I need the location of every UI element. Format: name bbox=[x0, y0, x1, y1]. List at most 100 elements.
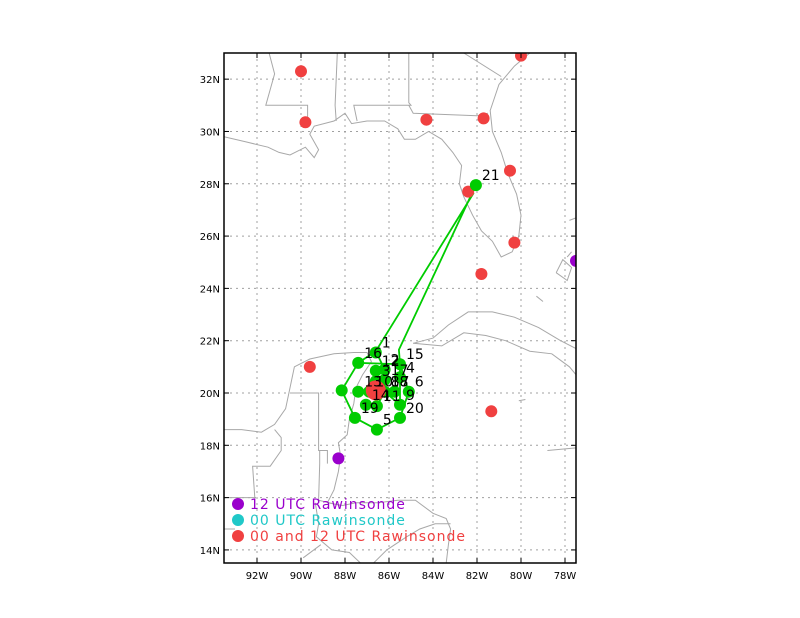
rawinsonde-00-12-marker bbox=[475, 268, 488, 280]
border-line bbox=[302, 544, 322, 559]
dropsonde-label: 18 bbox=[391, 375, 409, 391]
y-tick-label: 14N bbox=[200, 546, 220, 557]
dropsonde-marker bbox=[348, 411, 361, 424]
border-line bbox=[353, 53, 413, 122]
coastline bbox=[555, 258, 573, 282]
dropsonde-marker bbox=[352, 385, 365, 398]
plot-frame bbox=[223, 52, 577, 564]
coastline bbox=[547, 447, 576, 451]
border-line bbox=[224, 429, 282, 499]
y-tick-label: 24N bbox=[200, 284, 220, 295]
dropsonde-label: 9 bbox=[406, 388, 415, 404]
coastline bbox=[536, 295, 544, 302]
rawinsonde-00-12-marker bbox=[508, 236, 521, 249]
y-tick-label: 26N bbox=[200, 232, 220, 243]
legend-marker bbox=[232, 514, 244, 526]
axis-ticks: 92W 90W 88W 86W 84W 82W 80W 78W 14N 16N 18N 20N 22N 2… bbox=[200, 53, 577, 582]
political-borders bbox=[224, 53, 502, 563]
border-line bbox=[314, 502, 361, 563]
dropsonde-label: 19 bbox=[361, 401, 379, 417]
dropsonde-marker bbox=[394, 411, 406, 424]
rawinsonde-00-12-marker bbox=[303, 360, 316, 373]
dropsonde-label: 3 bbox=[382, 364, 391, 380]
coastline bbox=[569, 217, 576, 221]
dropsonde-marker bbox=[370, 423, 383, 436]
x-tick-label: 80W bbox=[510, 571, 533, 582]
dropsonde-label: 1 bbox=[382, 335, 391, 351]
dropsonde-label: 14 bbox=[372, 388, 390, 404]
x-tick-label: 78W bbox=[554, 571, 577, 582]
y-tick-label: 28N bbox=[200, 180, 220, 191]
x-tick-label: 90W bbox=[290, 571, 313, 582]
y-tick-label: 18N bbox=[200, 441, 220, 452]
dropsonde-marker bbox=[369, 346, 382, 359]
rawinsonde-00-12-marker bbox=[504, 164, 516, 177]
rawinsonde-00-12-marker bbox=[485, 405, 498, 418]
dropsonde-marker bbox=[394, 398, 406, 411]
dropsonde-marker bbox=[402, 385, 415, 398]
dropsonde-label: 17 bbox=[391, 363, 409, 379]
dropsonde-marker bbox=[352, 356, 365, 369]
dropsonde-label: 7 bbox=[401, 375, 410, 391]
storm-center-marker bbox=[365, 380, 386, 401]
dropsonde-label: 11 bbox=[383, 389, 401, 405]
dropsonde-marker bbox=[394, 371, 406, 384]
legend-label: 00 and 12 UTC Rawinsonde bbox=[250, 529, 466, 545]
coastline bbox=[224, 53, 531, 258]
rawinsonde-00-12-marker bbox=[299, 116, 312, 129]
coastline bbox=[566, 251, 572, 258]
x-tick-label: 82W bbox=[466, 571, 489, 582]
y-tick-label: 32N bbox=[200, 75, 220, 86]
border-line bbox=[373, 523, 451, 563]
border-line bbox=[334, 53, 338, 122]
legend-label: 00 UTC Rawinsonde bbox=[250, 513, 406, 529]
dropsonde-label: 6 bbox=[415, 375, 424, 391]
dropsonde-label: 13 bbox=[364, 375, 382, 391]
dropsonde-label: 2 bbox=[391, 352, 400, 368]
dropsonde-label: 8 bbox=[391, 375, 400, 391]
dropsonde-marker bbox=[359, 398, 372, 411]
rawinsonde-00-12-marker bbox=[295, 65, 307, 78]
rawinsonde-12-marker bbox=[332, 452, 345, 465]
dropsonde-marker bbox=[370, 400, 383, 413]
dropsonde-label: 21 bbox=[482, 168, 500, 184]
border-line bbox=[290, 392, 328, 464]
dropsonde-marker bbox=[335, 384, 348, 397]
legend-marker bbox=[232, 498, 244, 510]
dropsonde-label: 15 bbox=[406, 347, 424, 363]
x-tick-label: 92W bbox=[246, 571, 269, 582]
x-tick-label: 88W bbox=[334, 571, 357, 582]
y-tick-label: 20N bbox=[200, 389, 220, 400]
x-tick-label: 84W bbox=[422, 571, 445, 582]
y-tick-label: 30N bbox=[200, 127, 220, 138]
rawinsonde-sites bbox=[295, 53, 576, 465]
legend-label: 12 UTC Rawinsonde bbox=[250, 497, 406, 513]
x-tick-label: 86W bbox=[378, 571, 401, 582]
dropsonde-label: 5 bbox=[383, 413, 392, 429]
coastline bbox=[224, 352, 452, 563]
dropsonde-marker bbox=[378, 363, 391, 376]
rawinsonde-00-12-marker bbox=[420, 113, 433, 126]
dropsonde-marker bbox=[369, 364, 382, 377]
rawinsonde-12-marker bbox=[570, 254, 576, 267]
legend-marker bbox=[232, 530, 244, 542]
dropsonde-label: 4 bbox=[406, 360, 415, 376]
coastline bbox=[518, 399, 526, 402]
dropsonde-label: 16 bbox=[364, 346, 382, 362]
dropsonde-marker bbox=[388, 385, 401, 398]
coastline bbox=[413, 332, 576, 376]
dropsonde-marker bbox=[469, 179, 482, 192]
dropsonde-marker bbox=[394, 358, 406, 371]
coastline bbox=[413, 311, 576, 349]
dropsonde-points bbox=[335, 179, 482, 436]
dropsonde-label: 20 bbox=[406, 401, 424, 417]
y-tick-label: 22N bbox=[200, 337, 220, 348]
y-tick-label: 16N bbox=[200, 494, 220, 505]
rawinsonde-00-12-marker bbox=[477, 112, 490, 125]
dropsonde-label: 10 bbox=[375, 375, 393, 391]
dropsonde-label: 12 bbox=[382, 354, 400, 370]
